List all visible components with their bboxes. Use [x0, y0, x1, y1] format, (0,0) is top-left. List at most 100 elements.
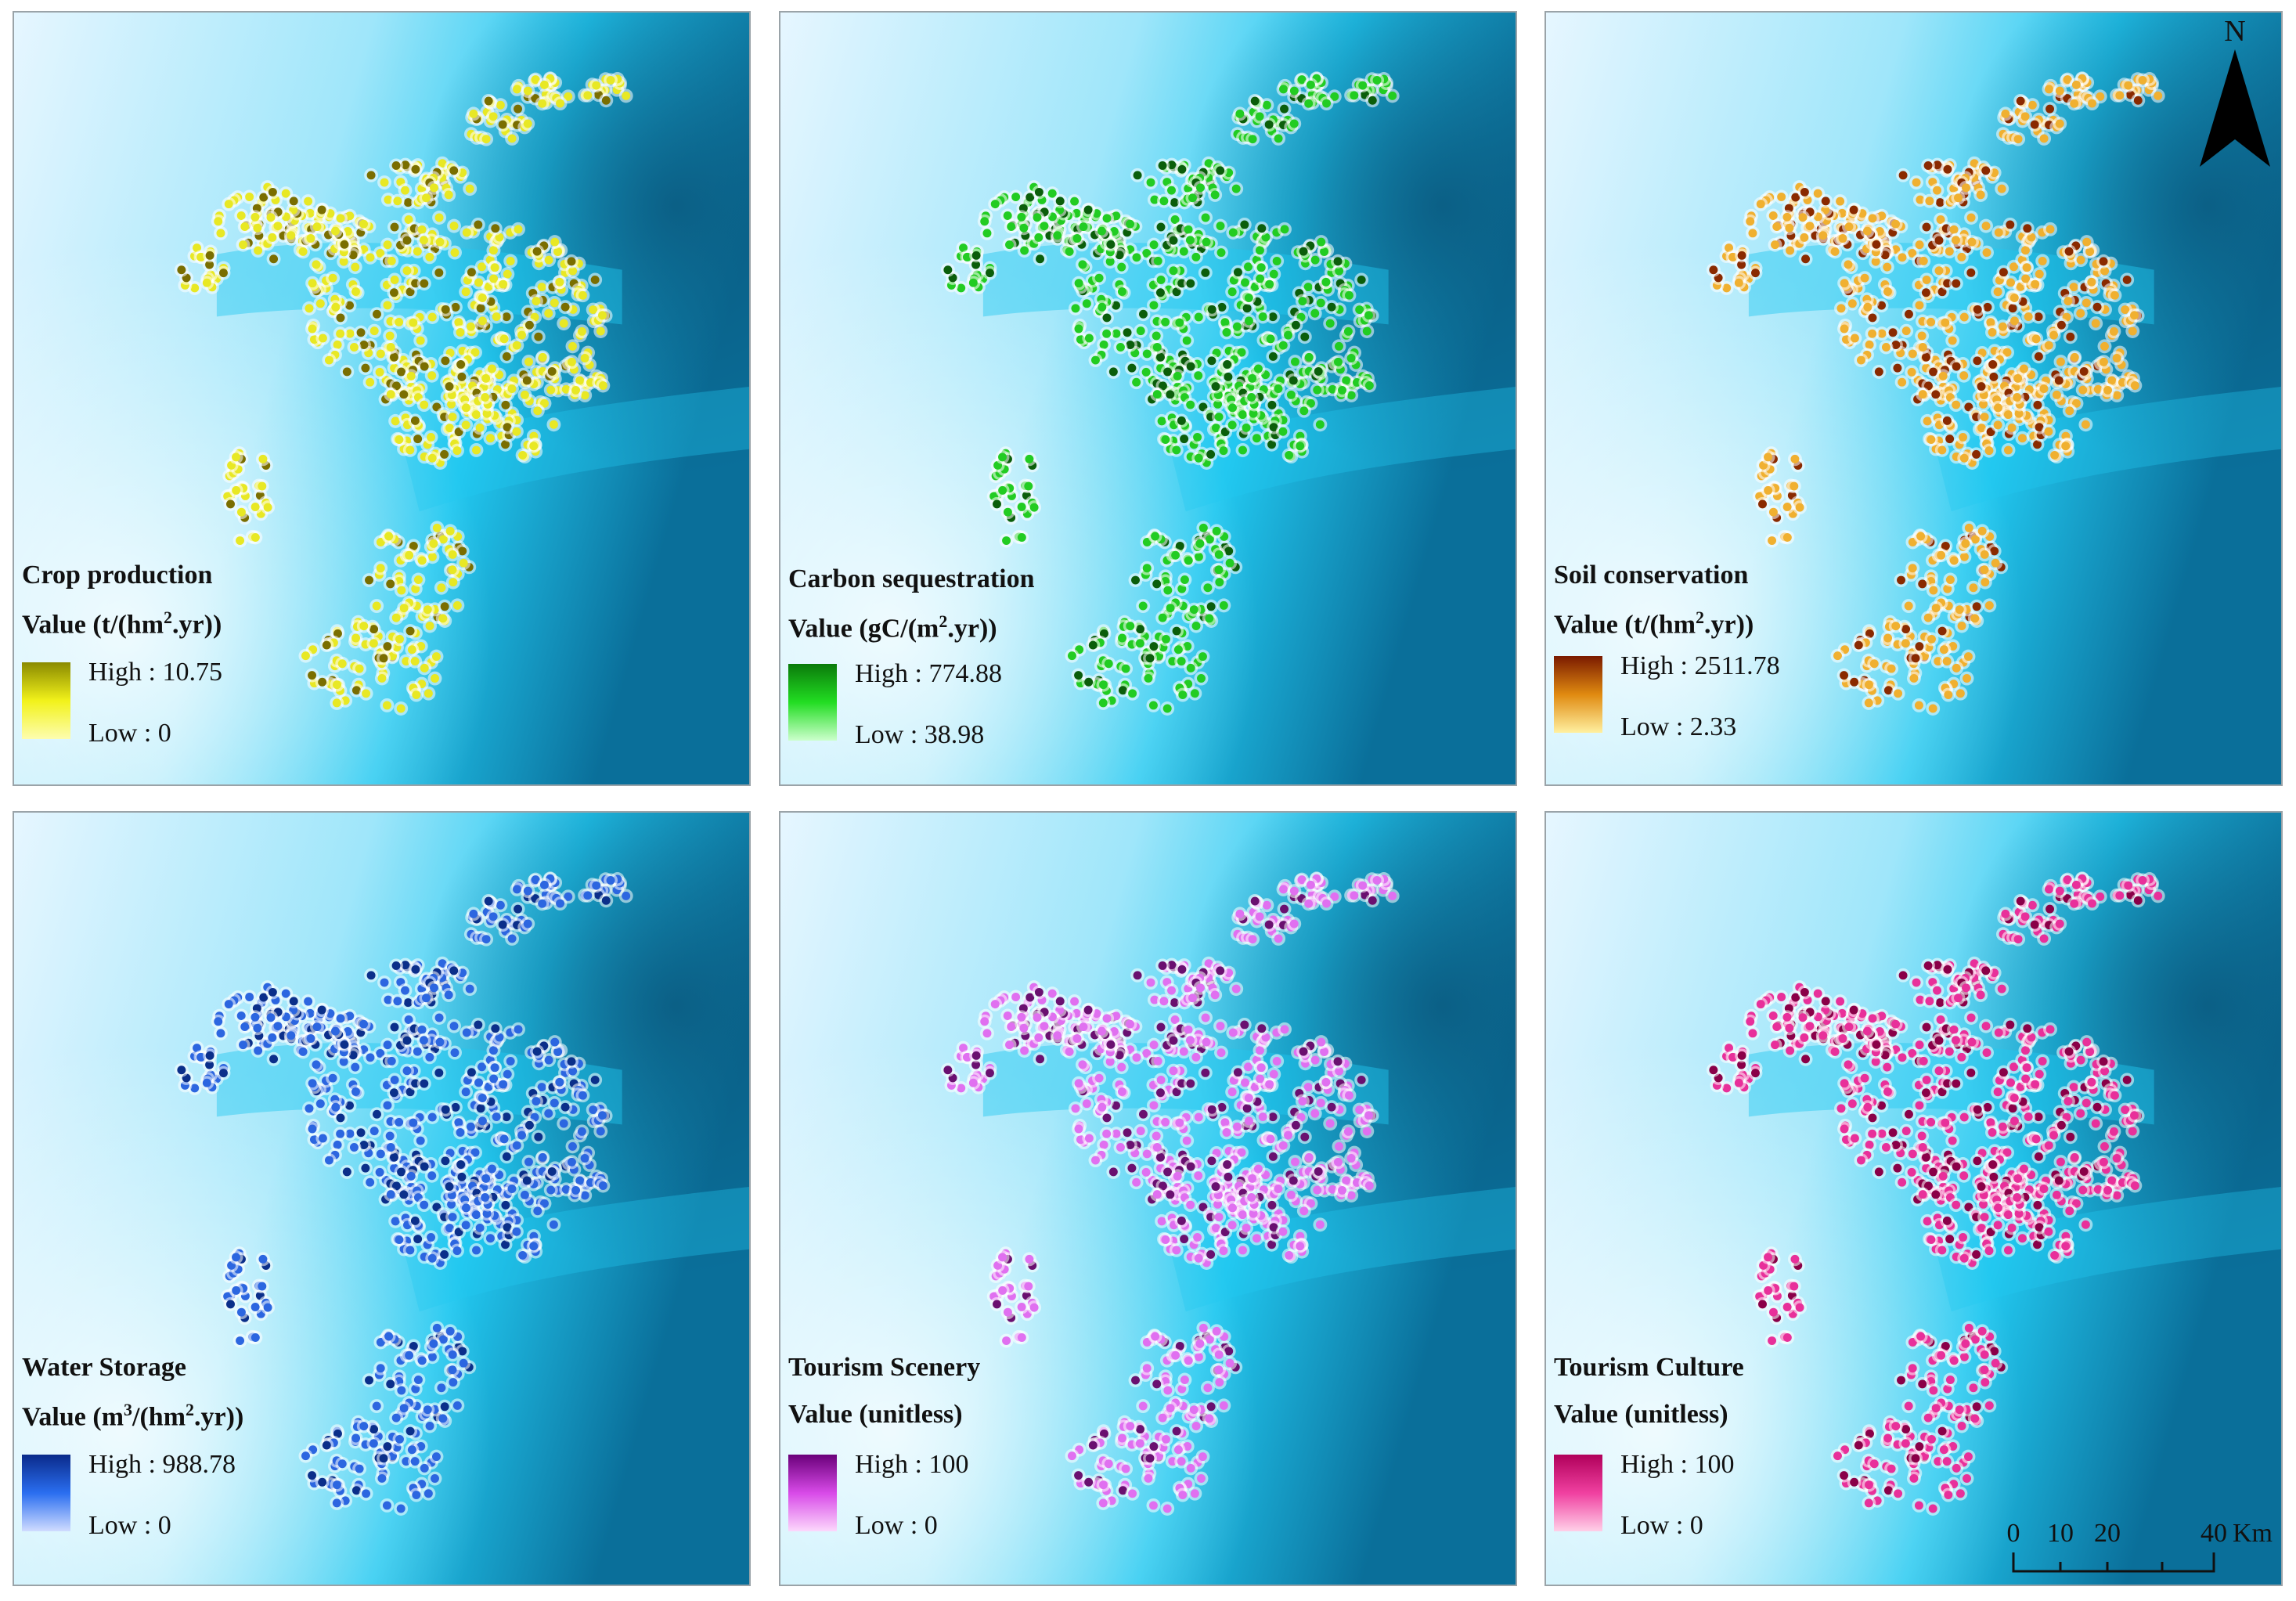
raster-cell	[305, 304, 314, 313]
raster-cell	[385, 1131, 395, 1141]
raster-cell	[395, 634, 404, 644]
raster-cells	[174, 871, 633, 1516]
raster-cell	[403, 198, 413, 207]
raster-cell	[405, 550, 414, 560]
raster-cell	[583, 91, 593, 100]
raster-cell	[214, 217, 223, 226]
raster-cell	[498, 120, 507, 129]
raster-cell	[503, 1069, 512, 1079]
raster-cell	[1131, 575, 1140, 585]
raster-cell	[345, 329, 355, 338]
raster-cell	[499, 279, 508, 289]
raster-cell	[1286, 390, 1296, 399]
raster-cell	[1178, 691, 1188, 700]
raster-cell	[1771, 240, 1779, 250]
raster-cell	[1074, 279, 1083, 288]
raster-cell	[1126, 341, 1135, 349]
raster-cell	[503, 423, 512, 432]
raster-cell	[1007, 222, 1016, 231]
raster-cell	[1104, 659, 1113, 669]
raster-cell	[1136, 625, 1145, 634]
raster-cell	[1894, 689, 1903, 698]
water-channel	[403, 387, 749, 512]
raster-cell	[1216, 248, 1226, 258]
raster-cell	[304, 197, 313, 206]
raster-cell	[1151, 532, 1160, 541]
raster-cell	[1963, 652, 1973, 662]
raster-cell	[1840, 279, 1849, 288]
raster-cell	[478, 262, 487, 272]
map-canvas	[780, 13, 1516, 784]
raster-cell	[1990, 546, 1999, 556]
raster-cell	[1805, 222, 1815, 231]
raster-cell	[520, 390, 529, 399]
raster-cell	[1952, 362, 1961, 371]
raster-cell	[435, 237, 445, 247]
raster-cell	[1003, 211, 1012, 220]
raster-cell	[1306, 398, 1315, 408]
raster-cell	[416, 336, 425, 345]
raster-cell	[1310, 308, 1320, 318]
raster-cell	[1098, 698, 1108, 708]
raster-cell	[333, 629, 342, 638]
raster-cell	[1840, 671, 1849, 680]
raster-cell	[1112, 301, 1121, 310]
raster-cell	[1973, 356, 1982, 366]
raster-cell	[434, 213, 444, 222]
raster-cell	[1934, 266, 1944, 276]
raster-cell	[385, 331, 395, 341]
raster-cell	[2050, 450, 2060, 460]
raster-cell	[1279, 85, 1288, 94]
raster-cell	[1916, 532, 1926, 541]
raster-cell	[1952, 400, 1961, 409]
raster-cell	[1179, 247, 1188, 256]
raster-cell	[2045, 104, 2055, 114]
raster-cell	[383, 642, 392, 651]
raster-cell	[306, 234, 315, 243]
raster-cell	[982, 229, 992, 238]
raster-cell	[481, 393, 490, 402]
raster-cell	[1959, 453, 1969, 463]
raster-cell	[1214, 413, 1224, 422]
raster-cell	[386, 343, 395, 352]
raster-cell	[1984, 446, 1994, 456]
raster-cell	[990, 200, 1000, 209]
raster-cell	[980, 217, 989, 226]
raster-cell	[1099, 340, 1108, 349]
raster-cell	[544, 255, 553, 265]
raster-cell	[1836, 197, 1845, 206]
raster-cell	[1993, 420, 2002, 430]
raster-cell	[491, 224, 500, 233]
raster-cell	[1250, 96, 1260, 106]
raster-cell	[281, 189, 290, 198]
raster-cell	[1737, 251, 1746, 260]
raster-cell	[1156, 222, 1166, 232]
raster-cell	[1863, 302, 1872, 312]
raster-cell	[1194, 371, 1203, 380]
legend-high-label: High : 2511.78	[1620, 651, 1780, 680]
raster-cell	[324, 355, 333, 365]
raster-cell	[425, 622, 434, 630]
raster-cell	[420, 400, 429, 409]
raster-cell	[1025, 193, 1035, 202]
raster-cell	[564, 92, 573, 101]
raster-cell	[1118, 633, 1127, 643]
raster-cell	[390, 275, 399, 284]
raster-cell	[2124, 81, 2133, 90]
raster-cell	[1169, 236, 1178, 245]
raster-cell	[440, 449, 449, 459]
raster-cell	[2002, 348, 2012, 357]
raster-cell	[308, 671, 317, 680]
raster-cell	[395, 435, 404, 445]
raster-cell	[366, 1177, 375, 1187]
raster-cell	[263, 503, 272, 512]
raster-cell	[1937, 626, 1947, 636]
raster-cell	[1840, 324, 1849, 334]
raster-cell	[393, 197, 402, 206]
raster-cell	[1198, 652, 1207, 662]
legend-unit-part: 2	[1696, 608, 1705, 627]
raster-cell	[1317, 237, 1326, 247]
raster-cell	[1909, 673, 1919, 683]
raster-cell	[1235, 109, 1245, 118]
raster-cell	[429, 539, 438, 548]
